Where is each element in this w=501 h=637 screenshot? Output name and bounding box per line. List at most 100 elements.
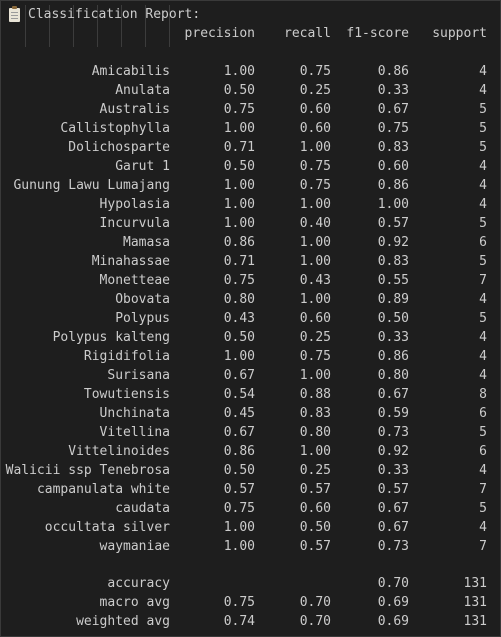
row-f1-score: 0.33 [377,330,409,345]
row-recall: 1.00 [299,444,331,459]
row-f1-score: 1.00 [377,197,409,212]
row-recall: 0.25 [299,463,331,478]
row-f1-score: 0.73 [377,425,409,440]
row-label: accuracy [107,576,170,591]
row-precision: 1.00 [223,178,255,193]
row-recall: 0.50 [299,520,331,535]
row-support: 8 [479,387,487,402]
row-support: 7 [479,482,487,497]
row-precision: 0.50 [223,159,255,174]
row-precision: 1.00 [223,64,255,79]
row-recall: 0.60 [299,121,331,136]
table-row: Towutiensis 0.54 0.88 0.67 8 [1,385,501,404]
row-support: 4 [479,292,487,307]
row-recall: 1.00 [299,197,331,212]
table-row: Anulata 0.50 0.25 0.33 4 [1,81,501,100]
row-label: Minahassae [91,254,170,269]
row-recall: 0.75 [299,349,331,364]
row-f1-score: 0.92 [377,235,409,250]
row-support: 131 [463,595,487,610]
row-recall: 0.57 [299,482,331,497]
row-precision: 0.75 [223,102,255,117]
row-support: 6 [479,406,487,421]
row-support: 4 [479,178,487,193]
table-row: Garut 1 0.50 0.75 0.60 4 [1,157,501,176]
row-support: 5 [479,140,487,155]
row-support: 131 [463,614,487,629]
row-f1-score: 0.57 [377,482,409,497]
row-precision: 0.74 [223,614,255,629]
row-precision: 0.75 [223,501,255,516]
table-row: Monetteae 0.75 0.43 0.55 7 [1,271,501,290]
row-f1-score: 0.67 [377,520,409,535]
row-support: 4 [479,159,487,174]
table-row: campanulata white 0.57 0.57 0.57 7 [1,480,501,499]
table-row: Polypus 0.43 0.60 0.50 5 [1,309,501,328]
row-f1-score: 0.83 [377,140,409,155]
row-recall: 0.80 [299,425,331,440]
row-label: Polypus [115,311,170,326]
table-row: Australis 0.75 0.60 0.67 5 [1,100,501,119]
row-label: Vittelinoides [68,444,170,459]
row-recall: 0.75 [299,178,331,193]
row-support: 4 [479,368,487,383]
header-recall: recall [284,26,331,41]
row-precision: 1.00 [223,539,255,554]
header-precision: precision [184,26,255,41]
indent-guides [1,1,181,49]
row-f1-score: 0.55 [377,273,409,288]
row-precision: 0.80 [223,292,255,307]
row-recall: 1.00 [299,254,331,269]
row-recall: 1.00 [299,235,331,250]
row-label: Callistophylla [60,121,170,136]
row-f1-score: 0.33 [377,83,409,98]
header-support: support [432,26,487,41]
row-precision: 0.67 [223,425,255,440]
row-recall: 0.88 [299,387,331,402]
row-recall: 0.57 [299,539,331,554]
row-precision: 0.67 [223,368,255,383]
row-precision: 0.54 [223,387,255,402]
row-f1-score: 0.80 [377,368,409,383]
row-support: 4 [479,330,487,345]
row-label: Dolichosparte [68,140,170,155]
row-label: Incurvula [99,216,170,231]
row-recall: 1.00 [299,140,331,155]
table-row: waymaniae 1.00 0.57 0.73 7 [1,537,501,556]
row-support: 5 [479,121,487,136]
row-label: Anulata [115,83,170,98]
row-f1-score: 0.86 [377,64,409,79]
row-label: Unchinata [99,406,170,421]
row-precision: 0.57 [223,482,255,497]
row-support: 5 [479,102,487,117]
row-f1-score: 0.73 [377,539,409,554]
row-label: Amicabilis [91,64,170,79]
row-precision: 0.45 [223,406,255,421]
row-recall: 1.00 [299,292,331,307]
row-recall: 0.40 [299,216,331,231]
row-label: occultata silver [44,520,170,535]
row-f1-score: 0.83 [377,254,409,269]
row-f1-score: 0.60 [377,159,409,174]
row-precision: 1.00 [223,216,255,231]
row-precision: 0.50 [223,463,255,478]
row-f1-score: 0.59 [377,406,409,421]
row-label: Vitellina [99,425,170,440]
row-precision: 0.43 [223,311,255,326]
row-label: Surisana [107,368,170,383]
row-support: 5 [479,311,487,326]
row-support: 4 [479,349,487,364]
row-precision: 0.75 [223,273,255,288]
row-recall: 0.70 [299,614,331,629]
row-label: Walicii ssp Tenebrosa [5,463,170,478]
row-recall: 0.25 [299,330,331,345]
row-f1-score: 0.67 [377,501,409,516]
row-f1-score: 0.67 [377,387,409,402]
table-row: Minahassae 0.71 1.00 0.83 5 [1,252,501,271]
header-row: precision recall f1-score support [1,24,501,43]
row-label: Mamasa [123,235,170,250]
row-label: Monetteae [99,273,170,288]
row-support: 4 [479,64,487,79]
row-precision: 1.00 [223,520,255,535]
row-label: Obovata [115,292,170,307]
